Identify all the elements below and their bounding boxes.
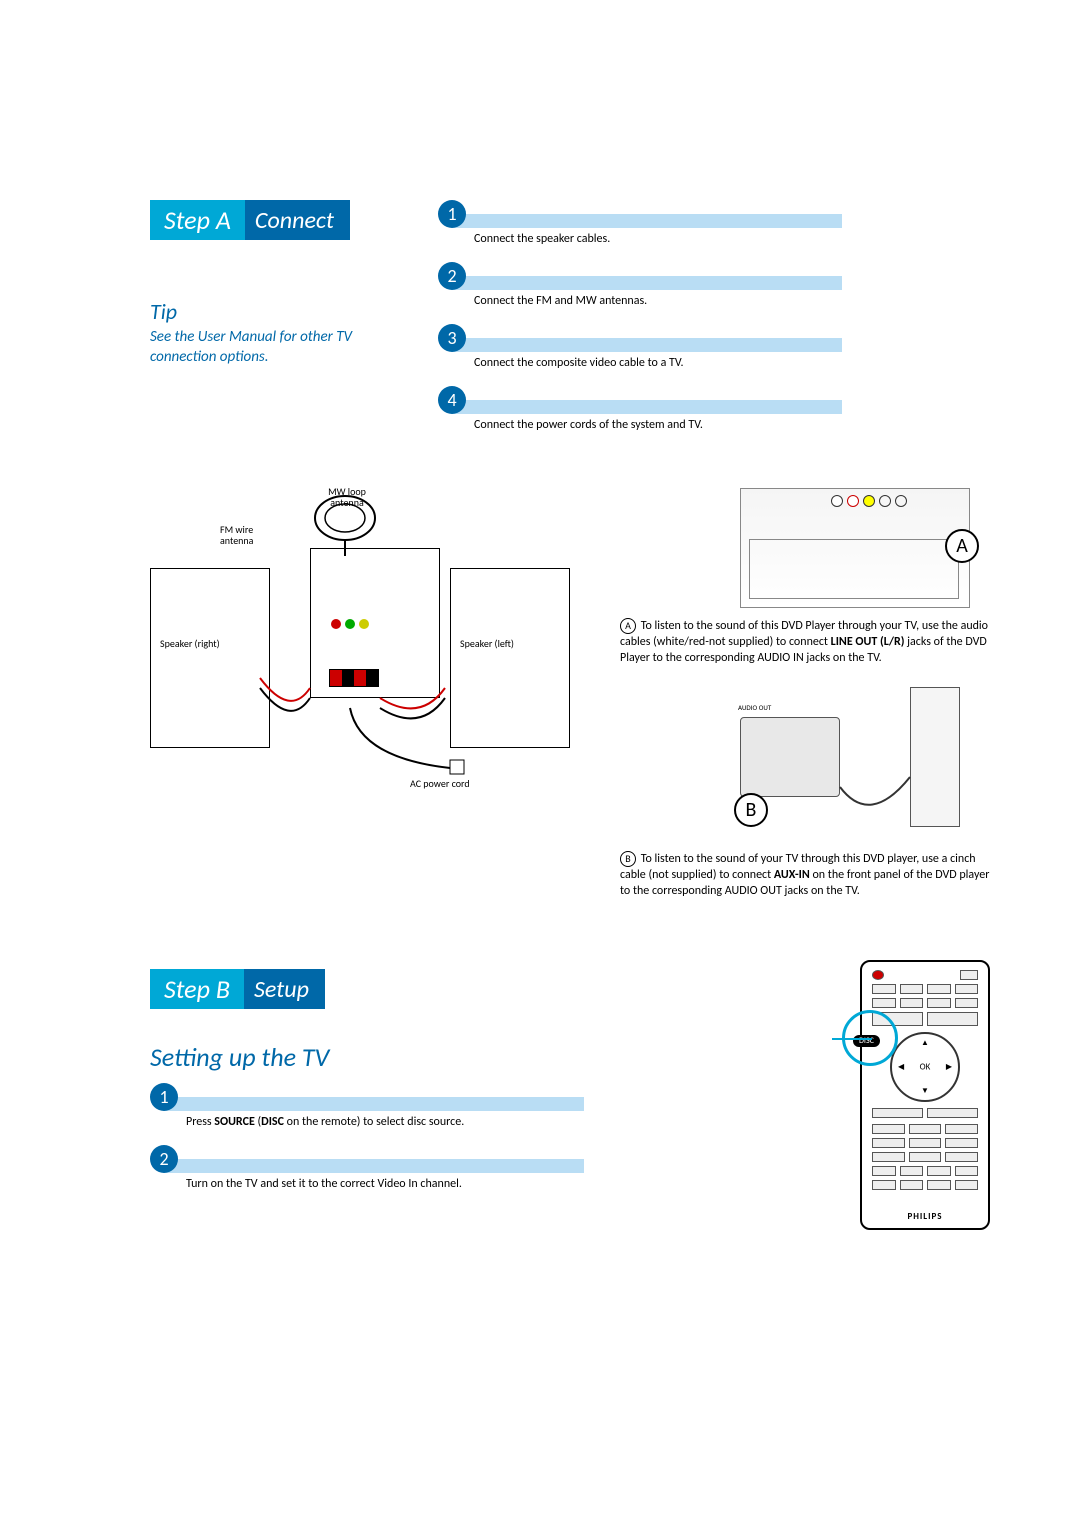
- ok-label: OK: [920, 1062, 931, 1073]
- note-a-text: A To listen to the sound of this DVD Pla…: [620, 618, 1000, 667]
- step-number: 2: [438, 262, 466, 290]
- step-a-label: Step A: [150, 200, 245, 240]
- note-b-b1: AUX-IN: [774, 868, 810, 882]
- connect-step-4: 4 Connect the power cords of the system …: [438, 386, 1000, 438]
- step-b-tag: Setup: [244, 969, 325, 1009]
- step-a-right: 1 Connect the speaker cables. 2 Connect …: [438, 200, 1000, 448]
- diagram-row: MW loop antenna FM wire antenna Speaker …: [150, 488, 1000, 899]
- brand-label: PHILIPS: [862, 1211, 988, 1222]
- letter-a-circle: A: [945, 529, 979, 563]
- step-text: Connect the FM and MW antennas.: [474, 294, 1000, 308]
- wiring-diagram: MW loop antenna FM wire antenna Speaker …: [150, 488, 590, 798]
- fm-wire-label: FM wire antenna: [220, 524, 270, 546]
- inline-a-icon: A: [620, 618, 636, 634]
- step-b-label: Step B: [150, 969, 244, 1009]
- step-number: 3: [438, 324, 466, 352]
- step-bar: [452, 276, 842, 290]
- step-number: 1: [438, 200, 466, 228]
- tip-body: See the User Manual for other TV connect…: [150, 327, 410, 368]
- step-a-left: Step A Connect Tip See the User Manual f…: [150, 200, 410, 368]
- step-number: 1: [150, 1083, 178, 1111]
- step-number: 2: [150, 1145, 178, 1173]
- inline-b-icon: B: [620, 851, 636, 867]
- mini-diagram-a: A: [740, 488, 970, 608]
- remote-diagram: OK ▲ ▼ ◀ ▶ PHILIPS DISC: [830, 960, 1000, 1230]
- remote-outline: OK ▲ ▼ ◀ ▶ PHILIPS DISC: [860, 960, 990, 1230]
- step-text: Connect the composite video cable to a T…: [474, 356, 1000, 370]
- step-bar: [452, 400, 842, 414]
- step-a-tag: Connect: [245, 200, 350, 240]
- mini-diagram-b: AUDIO OUT B: [740, 687, 960, 837]
- s1-t1: Press: [186, 1115, 214, 1129]
- cables-icon: [150, 548, 580, 788]
- side-notes: A A To listen to the sound of this DVD P…: [620, 488, 1000, 899]
- connect-step-3: 3 Connect the composite video cable to a…: [438, 324, 1000, 376]
- mw-loop-label: MW loop antenna: [312, 486, 382, 508]
- aux-cable-icon: [740, 687, 960, 837]
- s1-b2: DISC: [261, 1115, 284, 1129]
- back-panel-icon: [749, 539, 959, 599]
- tip-block: Tip See the User Manual for other TV con…: [150, 298, 410, 368]
- nav-dial-icon: OK ▲ ▼ ◀ ▶: [890, 1032, 960, 1102]
- remote-buttons: OK ▲ ▼ ◀ ▶: [872, 970, 978, 1194]
- note-b-text: B To listen to the sound of your TV thro…: [620, 851, 1000, 900]
- letter-b-circle: B: [734, 793, 768, 827]
- step-text: Connect the power cords of the system an…: [474, 418, 1000, 432]
- disc-leader-line: [832, 1038, 872, 1040]
- step-bar: [452, 214, 842, 228]
- disc-pill: DISC: [853, 1035, 880, 1047]
- connector-row: [831, 495, 907, 507]
- step-bar: [452, 338, 842, 352]
- connect-step-2: 2 Connect the FM and MW antennas.: [438, 262, 1000, 314]
- connect-step-1: 1 Connect the speaker cables.: [438, 200, 1000, 252]
- step-b-header: Step B Setup: [150, 969, 325, 1009]
- note-a-b1: LINE OUT (L/R): [831, 635, 905, 649]
- step-a-header: Step A Connect: [150, 200, 350, 240]
- step-a-row: Step A Connect Tip See the User Manual f…: [150, 200, 1000, 448]
- tip-title: Tip: [150, 298, 410, 325]
- step-bar: [164, 1097, 584, 1111]
- step-bar: [164, 1159, 584, 1173]
- s1-t3: on the remote) to select disc source.: [284, 1115, 464, 1129]
- step-number: 4: [438, 386, 466, 414]
- s1-b1: SOURCE: [214, 1115, 255, 1129]
- step-text: Connect the speaker cables.: [474, 232, 1000, 246]
